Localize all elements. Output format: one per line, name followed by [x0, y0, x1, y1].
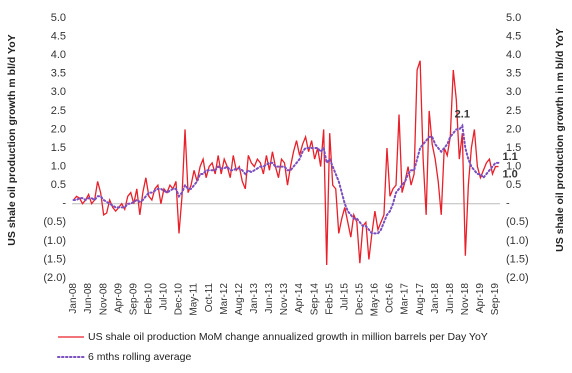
- y-tick-label: 3.0: [51, 86, 66, 98]
- y2-tick-label: 1.0: [506, 160, 521, 172]
- y-tick-label: 4.0: [51, 49, 66, 61]
- x-tick-label: Feb-15: [324, 283, 335, 315]
- x-tick-label: Jan-08: [68, 283, 79, 314]
- y2-axis-title: US shale oil production growth in m bl/d…: [554, 28, 566, 252]
- series-line: [72, 123, 500, 235]
- x-tick-label: Oct-11: [204, 283, 215, 313]
- value-label: 1.0: [502, 168, 517, 180]
- x-tick-label: Jan-13: [249, 283, 260, 314]
- y-tick-label: 4.5: [51, 30, 66, 42]
- y-axis-title: US shale oil production growth m bl/d Yo…: [6, 34, 18, 245]
- y2-tick-label: (1.5): [506, 253, 529, 265]
- x-tick-label: Nov-08: [98, 283, 109, 316]
- y-tick-label: (0.5): [43, 216, 66, 228]
- x-tick-label: Aug-12: [234, 283, 245, 316]
- legend-label: 6 mths rolling average: [88, 351, 191, 363]
- y-tick-label: -: [62, 198, 66, 210]
- x-tick-label: Sep-19: [490, 283, 501, 316]
- y2-tick-label: 1.5: [506, 142, 521, 154]
- y2-tick-label: 2.5: [506, 105, 521, 117]
- y-tick-label: 1.0: [51, 160, 66, 172]
- x-tick-label: Apr-14: [294, 283, 305, 313]
- series-line: [73, 60, 499, 266]
- x-tick-label: Jun-08: [83, 283, 94, 314]
- y-tick-label: 2.0: [51, 123, 66, 135]
- y-tick-label: 3.5: [51, 68, 66, 80]
- x-tick-label: Sep-14: [309, 283, 320, 316]
- x-tick-label: Mar-17: [400, 283, 411, 315]
- y2-tick-label: (0.5): [506, 216, 529, 228]
- x-tick-label: Dec-15: [354, 283, 365, 316]
- value-label: 1.1: [502, 151, 517, 163]
- y-tick-label: (1.0): [43, 235, 66, 247]
- legend-label: US shale oil production MoM change annua…: [88, 331, 488, 343]
- y-tick-label: (1.5): [43, 253, 66, 265]
- y-tick-label: 1.5: [51, 142, 66, 154]
- y2-tick-label: 5.0: [506, 12, 521, 24]
- y2-tick-label: 2.0: [506, 123, 521, 135]
- y2-tick-label: 4.5: [506, 30, 521, 42]
- x-tick-label: Nov-13: [279, 283, 290, 316]
- x-tick-label: Jun-13: [264, 283, 275, 314]
- x-tick-label: Jul-15: [339, 283, 350, 311]
- y2-tick-label: 3.5: [506, 68, 521, 80]
- y2-tick-label: 3.0: [506, 86, 521, 98]
- x-tick-label: Jul-10: [159, 283, 170, 311]
- x-tick-label: Jun-18: [445, 283, 456, 314]
- y2-tick-label: (1.0): [506, 235, 529, 247]
- y2-tick-label: 0.5: [506, 179, 521, 191]
- x-tick-label: Dec-10: [174, 283, 185, 316]
- x-tick-label: Sep-09: [128, 283, 139, 316]
- x-tick-label: Mar-12: [219, 283, 230, 315]
- y2-tick-label: (2.0): [506, 272, 529, 284]
- y-tick-label: 5.0: [51, 12, 66, 24]
- y2-tick-label: 4.0: [506, 49, 521, 61]
- x-tick-label: Feb-10: [143, 283, 154, 315]
- y-tick-label: (2.0): [43, 272, 66, 284]
- x-tick-label: Nov-18: [460, 283, 471, 316]
- x-tick-label: May-16: [370, 283, 381, 317]
- y-tick-label: 0.5: [51, 179, 66, 191]
- y-tick-label: 2.5: [51, 105, 66, 117]
- x-tick-label: Oct-16: [385, 283, 396, 313]
- x-tick-label: May-11: [189, 283, 200, 316]
- x-tick-label: Aug-17: [415, 283, 426, 316]
- x-tick-label: Apr-09: [113, 283, 124, 313]
- y2-tick-label: -: [506, 198, 510, 210]
- x-tick-label: Apr-19: [475, 283, 486, 313]
- value-label: 2.1: [455, 109, 470, 121]
- x-tick-label: Jan-18: [430, 283, 441, 314]
